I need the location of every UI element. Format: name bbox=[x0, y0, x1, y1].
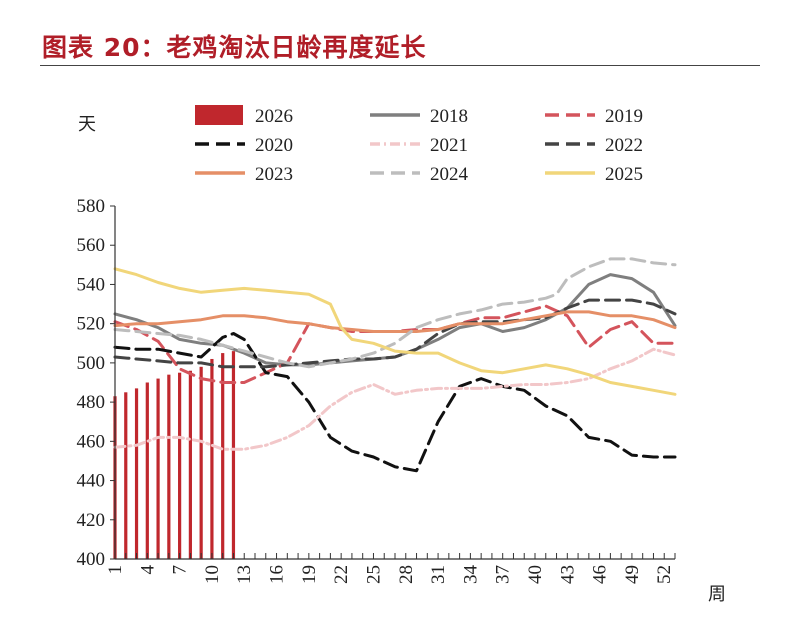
x-tick-label: 40 bbox=[525, 565, 546, 584]
chart-title: 图表 20：老鸡淘汰日龄再度延长 bbox=[42, 33, 427, 62]
y-tick-label: 480 bbox=[77, 392, 106, 413]
x-tick-label: 52 bbox=[654, 565, 675, 584]
bar-2026-week-9 bbox=[199, 366, 203, 559]
x-tick-label: 49 bbox=[622, 565, 643, 584]
legend-label-2019: 2019 bbox=[605, 106, 643, 127]
x-tick-label: 25 bbox=[363, 565, 384, 584]
legend-label-2020: 2020 bbox=[255, 135, 293, 156]
x-tick-label: 16 bbox=[267, 565, 288, 584]
axes: 400 420 440 460 480 500 520 540 560 580 1 4 7 10 13 16 1… bbox=[77, 196, 676, 584]
bar-2026-week-7 bbox=[178, 372, 182, 559]
bar-2026-week-3 bbox=[134, 388, 139, 559]
legend-label-2021: 2021 bbox=[430, 135, 468, 156]
y-axis-unit: 天 bbox=[78, 114, 96, 135]
series-line-2023 bbox=[113, 310, 677, 333]
series-line-2025 bbox=[113, 267, 677, 396]
bar-2026-week-5 bbox=[156, 378, 160, 559]
legend-label-2026: 2026 bbox=[255, 106, 293, 127]
x-tick-label: 43 bbox=[557, 565, 578, 584]
y-tick-label: 420 bbox=[77, 510, 106, 531]
series-line-2021 bbox=[113, 347, 677, 451]
x-tick-label: 31 bbox=[428, 565, 449, 584]
title-divider bbox=[40, 65, 760, 66]
y-tick-label: 520 bbox=[77, 314, 106, 335]
bar-2026-week-11 bbox=[221, 353, 225, 559]
x-tick-label: 28 bbox=[396, 565, 417, 584]
bar-2026-week-2 bbox=[124, 392, 128, 559]
x-tick-label: 4 bbox=[137, 565, 158, 575]
legend: 2026 2018 2019 2020 2021 2022 2023 2024 2025 bbox=[195, 105, 643, 185]
x-tick-label: 7 bbox=[170, 565, 191, 575]
legend-label-2018: 2018 bbox=[430, 106, 468, 127]
series-line-2024 bbox=[113, 257, 677, 369]
y-tick-label: 560 bbox=[77, 235, 106, 256]
series-line-2020 bbox=[113, 332, 677, 473]
legend-label-2023: 2023 bbox=[255, 164, 293, 185]
legend-swatch-2026 bbox=[195, 105, 243, 125]
x-tick-label: 46 bbox=[590, 565, 611, 584]
legend-label-2024: 2024 bbox=[430, 164, 469, 185]
x-tick-label: 34 bbox=[460, 565, 481, 585]
y-tick-label: 400 bbox=[77, 549, 106, 570]
y-tick-label: 540 bbox=[77, 274, 106, 295]
x-tick-label: 37 bbox=[493, 565, 514, 584]
bar-2026-week-4 bbox=[145, 382, 149, 559]
bar-2026-week-6 bbox=[167, 374, 171, 559]
x-tick-label: 10 bbox=[202, 565, 223, 584]
series-line-2022 bbox=[113, 298, 677, 369]
x-tick-label: 13 bbox=[234, 565, 255, 584]
bar-2026-week-10 bbox=[210, 358, 214, 559]
bar-2026-week-8 bbox=[188, 370, 192, 559]
y-tick-label: 460 bbox=[77, 431, 106, 452]
x-tick-label: 1 bbox=[105, 565, 126, 575]
y-tick-label: 440 bbox=[77, 471, 106, 492]
x-tick-label: 22 bbox=[331, 565, 352, 584]
x-tick-label: 19 bbox=[299, 565, 320, 584]
series-lines bbox=[113, 257, 677, 473]
legend-label-2022: 2022 bbox=[605, 135, 643, 156]
bars-2026 bbox=[113, 351, 236, 559]
y-tick-label: 580 bbox=[77, 196, 106, 217]
bar-2026-week-12 bbox=[231, 351, 236, 559]
y-tick-label: 500 bbox=[77, 353, 106, 374]
x-axis-unit: 周 bbox=[708, 584, 726, 605]
legend-label-2025: 2025 bbox=[605, 164, 643, 185]
